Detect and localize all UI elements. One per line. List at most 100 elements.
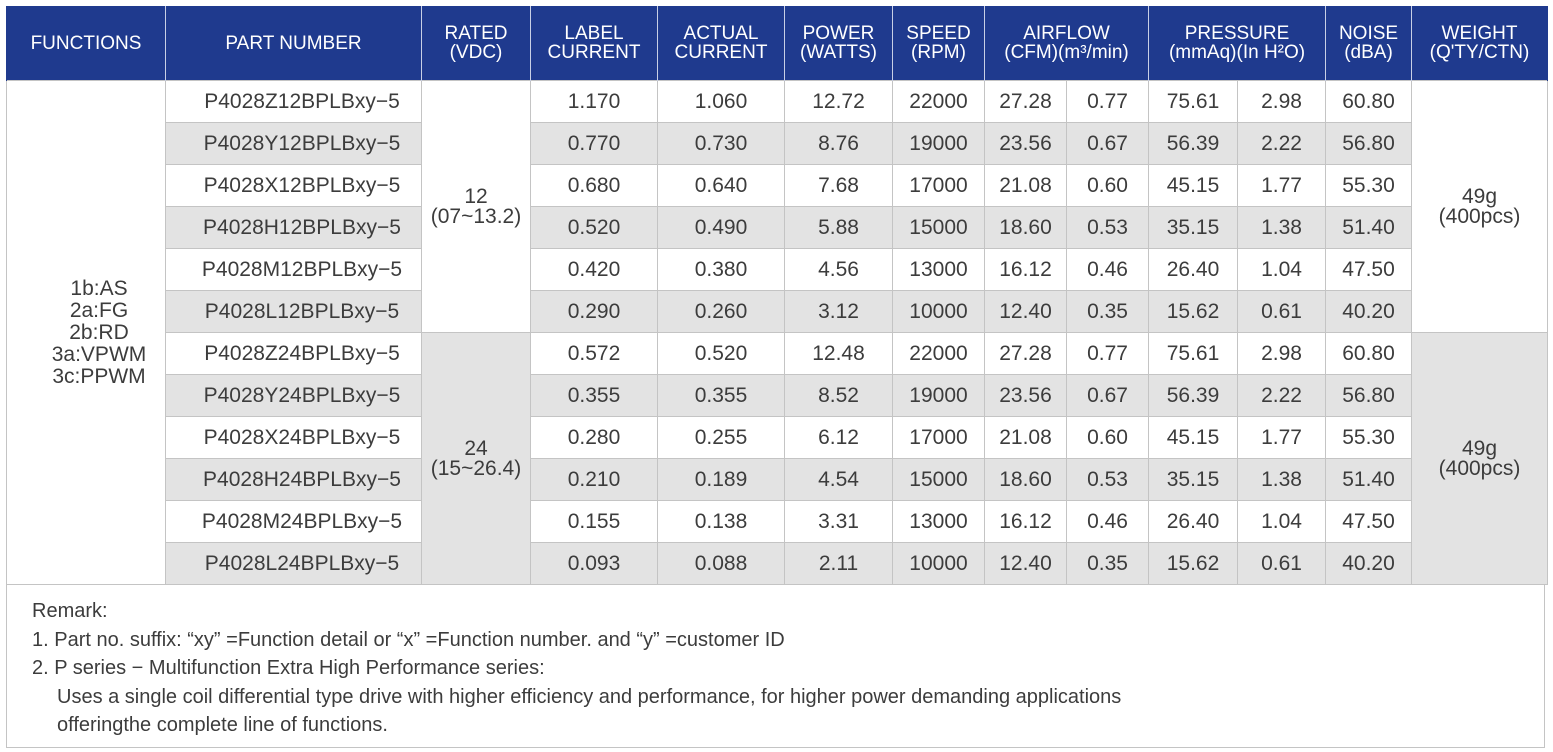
function-item: 3a:VPWM: [51, 342, 147, 366]
noise-cell: 56.80: [1325, 374, 1413, 417]
rated-voltage-cell: 24 (15~26.4): [421, 332, 531, 585]
noise-cell: 60.80: [1325, 332, 1413, 375]
header-functions: FUNCTIONS: [6, 6, 166, 81]
airflow-cfm-cell: 18.60: [984, 206, 1067, 249]
weight-value: 49g: [1461, 436, 1498, 460]
label-current-cell: 0.280: [530, 416, 658, 459]
speed-cell: 15000: [892, 206, 985, 249]
table-row: P4028H24BPLBxy−5 0.210 0.189 4.54 15000 18.60…: [7, 458, 1548, 501]
label-current-cell: 0.355: [530, 374, 658, 417]
power-cell: 3.12: [784, 290, 893, 333]
actual-current-cell: 0.255: [657, 416, 785, 459]
airflow-cfm-cell: 12.40: [984, 542, 1067, 585]
noise-cell: 60.80: [1325, 80, 1413, 123]
actual-current-cell: 1.060: [657, 80, 785, 123]
header-actual-current: ACTUAL CURRENT: [657, 6, 785, 81]
actual-current-cell: 0.138: [657, 500, 785, 543]
actual-current-cell: 0.260: [657, 290, 785, 333]
noise-cell: 47.50: [1325, 248, 1413, 291]
airflow-cfm-cell: 23.56: [984, 374, 1067, 417]
pressure-inh2o-cell: 1.38: [1237, 206, 1327, 249]
noise-cell: 56.80: [1325, 122, 1413, 165]
power-cell: 3.31: [784, 500, 893, 543]
actual-current-cell: 0.490: [657, 206, 785, 249]
table-row: P4028X24BPLBxy−5 0.280 0.255 6.12 17000 21.08…: [7, 416, 1548, 459]
actual-current-cell: 0.520: [657, 332, 785, 375]
pressure-mmaq-cell: 35.15: [1148, 458, 1239, 501]
power-cell: 12.48: [784, 332, 893, 375]
label-current-cell: 0.290: [530, 290, 658, 333]
power-cell: 5.88: [784, 206, 893, 249]
header-label-current: LABEL CURRENT: [530, 6, 658, 81]
airflow-cfm-cell: 16.12: [984, 248, 1067, 291]
part-number-cell: P4028Y12BPLBxy−5: [165, 122, 422, 165]
pressure-mmaq-cell: 26.40: [1148, 500, 1239, 543]
speed-cell: 17000: [892, 164, 985, 207]
airflow-m3-cell: 0.46: [1065, 500, 1150, 543]
part-number-cell: P4028X24BPLBxy−5: [165, 416, 422, 459]
pressure-inh2o-cell: 2.98: [1237, 332, 1327, 375]
weight-quantity: (400pcs): [1438, 456, 1521, 480]
functions-cell: 1b:AS 2a:FG 2b:RD 3a:VPWM 3c:PPWM: [6, 80, 166, 585]
pressure-mmaq-cell: 15.62: [1148, 542, 1239, 585]
function-item: 1b:AS: [70, 276, 128, 300]
airflow-m3-cell: 0.35: [1065, 290, 1150, 333]
part-number-cell: P4028X12BPLBxy−5: [165, 164, 422, 207]
header-weight: WEIGHT (Q'TY/CTN): [1411, 6, 1549, 81]
speed-cell: 13000: [892, 248, 985, 291]
spec-table: FUNCTIONS PART NUMBER RATED (VDC) LABEL CU…: [6, 6, 1549, 585]
noise-cell: 51.40: [1325, 458, 1413, 501]
airflow-m3-cell: 0.53: [1065, 206, 1150, 249]
airflow-m3-cell: 0.67: [1065, 122, 1150, 165]
speed-cell: 13000: [892, 500, 985, 543]
speed-cell: 10000: [892, 542, 985, 585]
rated-value: 24: [464, 436, 488, 460]
speed-cell: 15000: [892, 458, 985, 501]
airflow-cfm-cell: 27.28: [984, 332, 1067, 375]
pressure-mmaq-cell: 75.61: [1148, 332, 1239, 375]
table-row: P4028Y24BPLBxy−5 0.355 0.355 8.52 19000 23.56…: [7, 374, 1548, 417]
power-cell: 4.56: [784, 248, 893, 291]
part-number-cell: P4028Y24BPLBxy−5: [165, 374, 422, 417]
label-current-cell: 0.520: [530, 206, 658, 249]
rated-voltage-cell: 12 (07~13.2): [421, 80, 531, 333]
label-current-cell: 1.170: [530, 80, 658, 123]
pressure-inh2o-cell: 2.22: [1237, 122, 1327, 165]
pressure-inh2o-cell: 1.38: [1237, 458, 1327, 501]
airflow-cfm-cell: 12.40: [984, 290, 1067, 333]
actual-current-cell: 0.640: [657, 164, 785, 207]
part-number-cell: P4028H24BPLBxy−5: [165, 458, 422, 501]
actual-current-cell: 0.088: [657, 542, 785, 585]
airflow-m3-cell: 0.60: [1065, 416, 1150, 459]
actual-current-cell: 0.380: [657, 248, 785, 291]
table-row: P4028M12BPLBxy−5 0.420 0.380 4.56 13000 16.12…: [7, 248, 1548, 291]
power-cell: 8.76: [784, 122, 893, 165]
pressure-mmaq-cell: 15.62: [1148, 290, 1239, 333]
header-airflow: AIRFLOW (CFM)(m³/min): [983, 6, 1150, 81]
pressure-inh2o-cell: 0.61: [1237, 542, 1327, 585]
noise-cell: 40.20: [1325, 542, 1413, 585]
label-current-cell: 0.770: [530, 122, 658, 165]
remark-line-3: Uses a single coil differential type dri…: [57, 685, 1122, 708]
airflow-m3-cell: 0.60: [1065, 164, 1150, 207]
noise-cell: 47.50: [1325, 500, 1413, 543]
label-current-cell: 0.210: [530, 458, 658, 501]
airflow-cfm-cell: 23.56: [984, 122, 1067, 165]
pressure-inh2o-cell: 2.98: [1237, 80, 1327, 123]
part-number-cell: P4028L12BPLBxy−5: [165, 290, 422, 333]
noise-cell: 51.40: [1325, 206, 1413, 249]
table-row: P4028Y12BPLBxy−5 0.770 0.730 8.76 19000 23.56…: [7, 122, 1548, 165]
table-row: P4028X12BPLBxy−5 0.680 0.640 7.68 17000 21.08…: [7, 164, 1548, 207]
airflow-cfm-cell: 21.08: [984, 164, 1067, 207]
spec-sheet: FUNCTIONS PART NUMBER RATED (VDC) LABEL CU…: [6, 6, 1549, 748]
airflow-cfm-cell: 16.12: [984, 500, 1067, 543]
table-body: 1b:AS 2a:FG 2b:RD 3a:VPWM 3c:PPWM P4028Z12BPL…: [6, 80, 1549, 585]
rated-range: (07~13.2): [430, 204, 522, 228]
rated-range: (15~26.4): [430, 456, 522, 480]
weight-value: 49g: [1461, 184, 1498, 208]
part-number-cell: P4028H12BPLBxy−5: [165, 206, 422, 249]
weight-cell: 49g (400pcs): [1411, 80, 1549, 333]
weight-cell: 49g (400pcs): [1411, 332, 1549, 585]
actual-current-cell: 0.730: [657, 122, 785, 165]
power-cell: 8.52: [784, 374, 893, 417]
